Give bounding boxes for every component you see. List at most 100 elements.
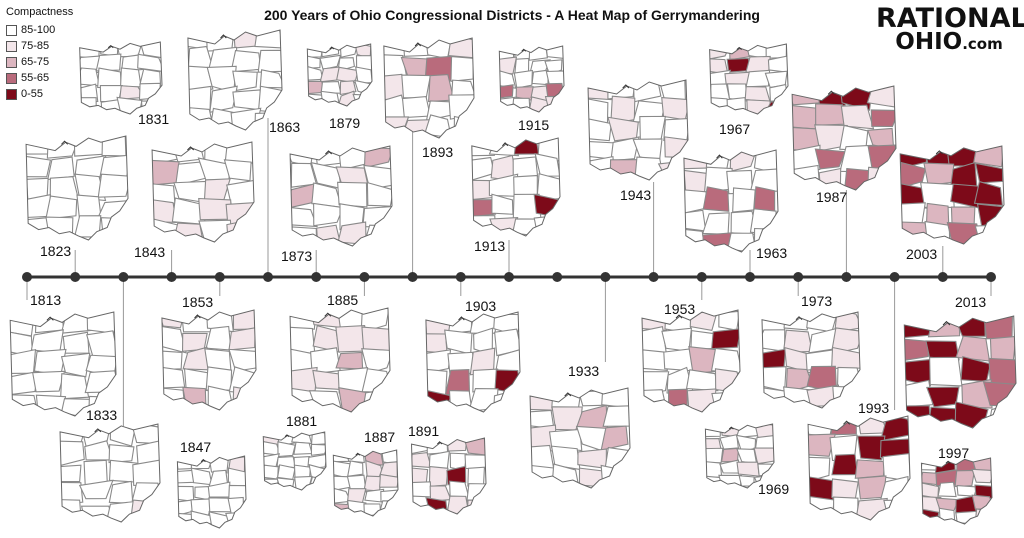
ohio-map-1881: [260, 430, 329, 492]
timeline-dot: [214, 272, 225, 282]
legend-label: 55-65: [21, 72, 50, 84]
ohio-map-1843: [146, 139, 258, 244]
year-label-1891: 1891: [408, 423, 439, 439]
ohio-map-1997: [918, 456, 994, 527]
timeline-dot: [986, 272, 996, 282]
ohio-map-1891: [408, 436, 489, 517]
year-label-1853: 1853: [182, 294, 213, 310]
logo-line1: RATIONAL: [876, 3, 1024, 34]
ohio-map-1863: [182, 26, 285, 133]
timeline-dot: [359, 272, 370, 282]
year-label-2013: 2013: [955, 294, 986, 310]
timeline-dot: [745, 272, 755, 282]
timeline-dot: [600, 272, 611, 282]
legend-item: 65-75: [6, 54, 73, 70]
timeline-dot: [552, 272, 563, 282]
logo-ohio: OHIO: [895, 28, 963, 55]
ohio-map-1885: [284, 305, 393, 416]
legend-swatch: [6, 88, 17, 100]
ohio-map-1993: [802, 412, 912, 521]
ohio-map-2003: [894, 142, 1008, 247]
legend-item: 75-85: [6, 38, 73, 54]
ohio-map-1915: [496, 44, 567, 114]
ohio-map-1943: [582, 77, 692, 183]
ohio-map-1831: [75, 40, 165, 117]
year-label-1885: 1885: [327, 292, 358, 308]
year-label-1823: 1823: [40, 243, 71, 259]
ohio-map-1893: [379, 36, 478, 141]
timeline-dot: [648, 272, 659, 282]
ohio-map-1967: [705, 42, 790, 117]
legend-swatch: [6, 40, 17, 52]
year-label-2003: 2003: [906, 246, 937, 262]
year-label-1967: 1967: [719, 121, 750, 137]
year-label-1953: 1953: [664, 301, 695, 317]
year-label-1813: 1813: [30, 292, 61, 308]
timeline-dot: [504, 272, 514, 282]
timeline-dot: [22, 272, 32, 282]
timeline-dot: [841, 272, 852, 282]
timeline-dot: [455, 272, 466, 282]
legend-title: Compactness: [6, 6, 74, 18]
ohio-map-1913: [467, 135, 563, 239]
year-label-1893: 1893: [422, 144, 453, 160]
legend-label: 85-100: [21, 24, 56, 36]
year-label-1943: 1943: [620, 187, 651, 203]
timeline-dot: [118, 272, 129, 282]
timeline-dot: [407, 272, 418, 282]
year-label-1881: 1881: [286, 413, 317, 429]
timeline-dot: [793, 272, 804, 282]
year-label-1913: 1913: [474, 238, 505, 254]
rational-ohio-logo: RATIONAL OHIO.com: [876, 3, 1024, 55]
timeline-dot: [889, 272, 900, 282]
year-label-1973: 1973: [801, 293, 832, 309]
legend-label: 0-55: [21, 88, 44, 100]
ohio-map-1853: [158, 306, 260, 412]
year-label-1847: 1847: [180, 439, 211, 455]
year-label-1963: 1963: [756, 245, 787, 261]
legend-item: 0-55: [6, 86, 73, 102]
year-label-1863: 1863: [269, 119, 300, 135]
ohio-map-1887: [329, 448, 400, 518]
ohio-map-1813: [5, 308, 121, 419]
year-label-1969: 1969: [758, 481, 789, 497]
timeline-dot: [696, 272, 707, 282]
ohio-map-1873: [285, 142, 395, 248]
legend: Compactness 85-100 75-85 65-75 55-65 0-5…: [6, 6, 73, 102]
logo-suffix: .com: [962, 34, 1003, 53]
ohio-map-1903: [421, 309, 523, 415]
timeline-dot: [311, 272, 322, 282]
ohio-map-1847: [173, 454, 248, 531]
timeline-dot: [166, 272, 177, 282]
year-label-1993: 1993: [858, 400, 889, 416]
timeline-dot: [70, 272, 81, 282]
year-label-1833: 1833: [86, 407, 117, 423]
ohio-map-1963: [679, 146, 781, 254]
ohio-map-1953: [636, 307, 744, 416]
year-label-1933: 1933: [568, 363, 599, 379]
legend-swatch: [6, 72, 17, 84]
ohio-map-1933: [524, 385, 634, 491]
ohio-map-2013: [899, 312, 1020, 432]
ohio-map-1823: [20, 132, 132, 243]
ohio-map-1969: [701, 422, 776, 490]
year-label-1997: 1997: [938, 445, 969, 461]
legend-label: 65-75: [21, 56, 50, 68]
year-label-1915: 1915: [518, 117, 549, 133]
year-label-1843: 1843: [134, 244, 165, 260]
legend-label: 75-85: [21, 40, 50, 52]
year-label-1879: 1879: [329, 115, 360, 131]
year-label-1873: 1873: [281, 248, 312, 264]
page-title: 200 Years of Ohio Congressional District…: [264, 7, 760, 23]
timeline-dot: [937, 272, 948, 282]
year-label-1887: 1887: [364, 429, 395, 445]
legend-swatch: [6, 24, 17, 36]
ohio-map-1833: [55, 421, 163, 526]
year-label-1987: 1987: [816, 189, 847, 205]
ohio-map-1987: [786, 83, 900, 193]
legend-swatch: [6, 56, 17, 68]
legend-item: 55-65: [6, 70, 73, 86]
legend-item: 85-100: [6, 22, 73, 38]
year-label-1903: 1903: [465, 298, 496, 314]
